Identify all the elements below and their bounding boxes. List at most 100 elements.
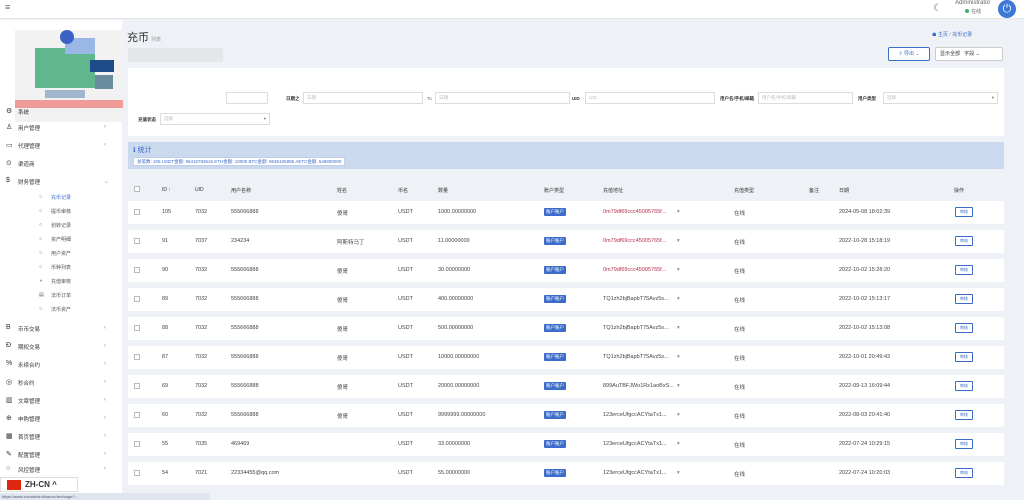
- address-expand-icon[interactable]: ▾: [677, 383, 680, 389]
- sidebar-item-users[interactable]: ♙ 用户管理 ‹: [0, 121, 122, 134]
- menu-toggle-icon[interactable]: ≡: [5, 2, 11, 12]
- status-select[interactable]: 选择 ▾: [160, 113, 270, 125]
- sidebar-sub-label: 法币资产: [51, 307, 72, 313]
- address-expand-icon[interactable]: ▾: [677, 209, 680, 215]
- sidebar-sub-fiat-assets[interactable]: ○ 法币资产: [0, 304, 122, 315]
- sidebar-item-options[interactable]: Ð 期权交易 ‹: [0, 340, 122, 353]
- date-start-input[interactable]: 日期: [303, 92, 423, 104]
- row-checkbox[interactable]: [134, 470, 140, 476]
- col-name: 姓名: [337, 188, 348, 194]
- audit-button[interactable]: 审核: [955, 294, 973, 304]
- sidebar-sub-fiat-orders[interactable]: ▤ 法币订单: [0, 290, 122, 301]
- chevron-down-icon: ⌄: [915, 51, 920, 57]
- obscured-filter-input[interactable]: [226, 92, 268, 104]
- status-placeholder: 选择: [164, 116, 173, 121]
- address-expand-icon[interactable]: ▾: [677, 470, 680, 476]
- audit-button[interactable]: 审核: [955, 468, 973, 478]
- type-select[interactable]: 选择 ▾: [883, 92, 998, 104]
- sidebar-item-finance[interactable]: $ 财务管理 ⌄: [0, 175, 122, 188]
- row-checkbox[interactable]: [134, 325, 140, 331]
- sidebar-item-subscription[interactable]: ⊕ 申购管理 ‹: [0, 412, 122, 425]
- address-expand-icon[interactable]: ▾: [677, 441, 680, 447]
- col-note: 备注: [809, 188, 820, 194]
- sidebar-item-spot-trading[interactable]: B 币币交易 ‹: [0, 322, 122, 335]
- sidebar-item-channel[interactable]: ⊙ 渠道商: [0, 157, 122, 170]
- sidebar-item-label: 系统: [18, 110, 30, 116]
- sidebar-item-perpetual[interactable]: % 永续合约 ‹: [0, 358, 122, 371]
- stats-summary: 总笔数: 105 USDT金额: 95415783616 ETH金额: 1000…: [133, 157, 346, 166]
- uid-input[interactable]: UID: [585, 92, 715, 104]
- address-expand-icon[interactable]: ▾: [677, 296, 680, 302]
- sidebar-sub-withdraw-review[interactable]: ○ 提币审核: [0, 206, 122, 217]
- id-card-icon: ▭: [6, 142, 13, 149]
- audit-button[interactable]: 审核: [955, 352, 973, 362]
- uid-placeholder: UID: [589, 95, 597, 100]
- power-icon[interactable]: ⏻: [998, 0, 1016, 18]
- cell-uid: 7032: [195, 412, 208, 418]
- audit-button[interactable]: 审核: [955, 265, 973, 275]
- audit-button[interactable]: 审核: [955, 439, 973, 449]
- address-expand-icon[interactable]: ▾: [677, 354, 680, 360]
- sidebar-item-agents[interactable]: ▭ 代理管理 ‹: [0, 139, 122, 152]
- admin-name[interactable]: Administrator: [955, 0, 991, 6]
- sidebar-sub-user-assets[interactable]: ○ 用户资产: [0, 248, 122, 259]
- export-button[interactable]: ⇪ 导出 ⌄: [888, 47, 930, 61]
- address-expand-icon[interactable]: ▾: [677, 412, 680, 418]
- chevron-left-icon: ‹: [104, 397, 106, 403]
- select-all-checkbox[interactable]: [134, 186, 140, 192]
- sidebar-sub-coin-list[interactable]: ○ 币种列表: [0, 262, 122, 273]
- col-method: 充值类型: [734, 188, 755, 194]
- filter-panel: 日期之 日期 To 日期 UID UID 用户名/手机/邮箱 用户名/手机/邮箱…: [128, 68, 1004, 136]
- row-checkbox[interactable]: [134, 383, 140, 389]
- cell-amount: 1000.00000000: [438, 209, 477, 215]
- row-checkbox[interactable]: [134, 354, 140, 360]
- sidebar-sub-transfer-records[interactable]: ○ 划转记录: [0, 220, 122, 231]
- sidebar-item-second-contract[interactable]: ◎ 秒合约 ‹: [0, 376, 122, 389]
- user-input[interactable]: 用户名/手机/邮箱: [758, 92, 853, 104]
- audit-button[interactable]: 审核: [955, 381, 973, 391]
- table-row: 69 7032 555666888 傻哥 USDT 20000.00000000 899Au…: [128, 375, 1004, 398]
- sidebar-item-label: 秒合约: [18, 381, 35, 387]
- audit-button[interactable]: 审核: [955, 410, 973, 420]
- breadcrumb-home[interactable]: 主页: [937, 32, 948, 38]
- sidebar-item-articles[interactable]: ▥ 文章管理 ‹: [0, 394, 122, 407]
- show-all-dropdown[interactable]: 显示全部 字段 ⌄: [935, 47, 1003, 61]
- col-id[interactable]: ID ↑: [162, 187, 171, 193]
- row-checkbox[interactable]: [134, 412, 140, 418]
- address-expand-icon[interactable]: ▾: [677, 267, 680, 273]
- sidebar-item-risk[interactable]: ○ 风控管理 ‹: [0, 463, 122, 476]
- account-type-badge: 账户账户: [544, 353, 566, 361]
- sidebar-sub-recharge-records[interactable]: ○ 充币记录: [0, 192, 122, 203]
- theme-toggle-icon[interactable]: ☾: [933, 3, 942, 14]
- address-expand-icon[interactable]: ▾: [677, 238, 680, 244]
- audit-button[interactable]: 审核: [955, 323, 973, 333]
- sidebar-item-system[interactable]: ⚙ 系统: [0, 105, 122, 118]
- sidebar-item-homepage[interactable]: ▦ 首页管理 ‹: [0, 430, 122, 443]
- sidebar-sub-deposit-review[interactable]: ◑ 充值审核: [0, 276, 122, 287]
- half-circle-icon: ◑: [39, 278, 43, 284]
- cell-username: 555666888: [231, 354, 259, 360]
- chevron-left-icon: ‹: [104, 451, 106, 457]
- sidebar-item-label: 财务管理: [18, 180, 41, 186]
- cell-amount: 9999999.00000000: [438, 412, 486, 418]
- row-checkbox[interactable]: [134, 296, 140, 302]
- cell-method: 在线: [734, 211, 746, 217]
- audit-button[interactable]: 审核: [955, 236, 973, 246]
- row-checkbox[interactable]: [134, 209, 140, 215]
- date-end-input[interactable]: 日期: [435, 92, 570, 104]
- cell-id: 69: [162, 383, 169, 389]
- language-switcher[interactable]: ZH-CN ^: [0, 477, 78, 492]
- audit-button[interactable]: 审核: [955, 207, 973, 217]
- cell-method: 在线: [734, 327, 746, 333]
- date-end-placeholder: 日期: [439, 95, 448, 100]
- row-checkbox[interactable]: [134, 267, 140, 273]
- row-checkbox[interactable]: [134, 441, 140, 447]
- stats-panel: ℹ 统计 总笔数: 105 USDT金额: 95415783616 ETH金额:…: [128, 142, 1004, 169]
- sidebar-item-config[interactable]: ✎ 配置管理 ‹: [0, 448, 122, 461]
- sidebar-sub-label: 充币记录: [51, 195, 72, 201]
- breadcrumb: ☗ 主页 / 充币记录: [932, 31, 972, 38]
- sidebar-sub-asset-details[interactable]: ○ 资产明细: [0, 234, 122, 245]
- row-checkbox[interactable]: [134, 238, 140, 244]
- account-type-badge: 账户账户: [544, 208, 566, 216]
- address-expand-icon[interactable]: ▾: [677, 325, 680, 331]
